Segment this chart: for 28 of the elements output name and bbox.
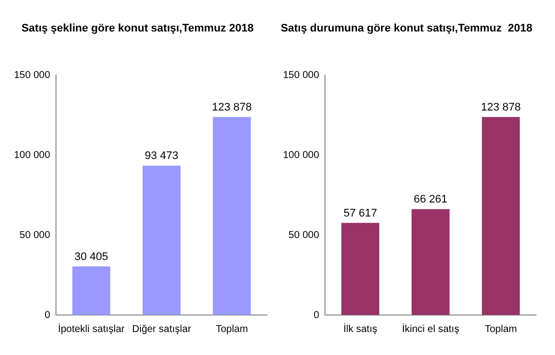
chart-title: Satış şekline göre konut satışı,Temmuz 2018 (21, 22, 254, 35)
bar (341, 222, 380, 315)
chart-title: Satış durumuna göre konut satışı,Temmuz 2018 (280, 22, 532, 35)
data-label: 123 878 (212, 101, 252, 114)
data-label: 123 878 (480, 101, 521, 114)
y-tick-label: 0 (314, 310, 320, 321)
y-tick-label: 0 (44, 310, 51, 321)
bar (482, 116, 520, 315)
data-label: 93 473 (144, 150, 178, 162)
x-tick-label: Toplam (484, 324, 517, 335)
bar (212, 116, 251, 315)
y-tick-label: 100 000 (282, 150, 320, 161)
data-label: 30 405 (74, 250, 108, 263)
x-tick-label: İlk satış (343, 322, 378, 335)
y-tick-label: 50 000 (288, 230, 320, 241)
x-tick-label: Diğer satışlar (132, 324, 192, 335)
y-tick-label: 100 000 (14, 150, 51, 161)
y-tick-label: 150 000 (14, 70, 51, 81)
x-tick-label: İkinci el satış (402, 322, 460, 335)
data-label: 66 261 (414, 194, 448, 206)
data-label: 57 617 (343, 207, 378, 220)
bar (142, 166, 181, 315)
y-tick-label: 50 000 (20, 230, 51, 241)
y-tick-label: 150 000 (282, 70, 320, 81)
bar (72, 266, 110, 315)
x-tick-label: Toplam (216, 324, 248, 335)
bar (412, 209, 450, 315)
x-tick-label: İpotekli satışlar (58, 322, 126, 335)
